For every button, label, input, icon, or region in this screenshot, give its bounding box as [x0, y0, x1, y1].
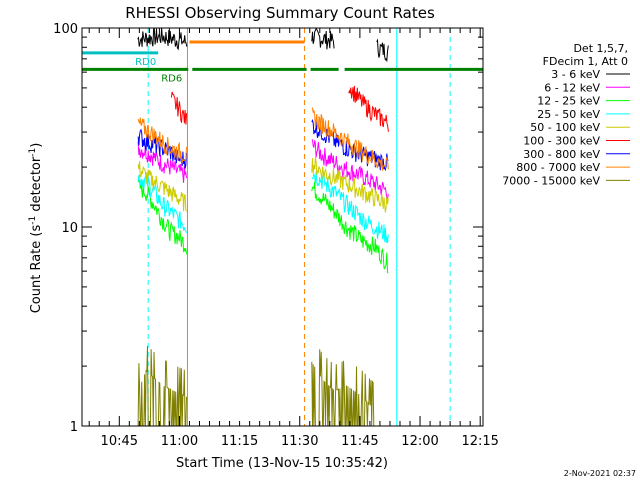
legend-label: 12 - 25 keV — [537, 95, 600, 108]
series-line — [311, 27, 335, 50]
series-line — [137, 141, 187, 183]
y-axis-label: Count Rate (s-1 detector-1) — [28, 143, 44, 314]
series-line — [137, 117, 187, 164]
chart-title: RHESSI Observing Summary Count Rates — [125, 4, 435, 22]
axes: 1 10 100 10:45 11:00 11:15 11:30 11:45 12:00 12:1… — [53, 22, 499, 449]
y-tick-label: 10 — [61, 221, 78, 236]
series-line — [311, 157, 389, 213]
series-line — [137, 178, 187, 255]
series-line — [137, 161, 187, 212]
x-tick-label: 11:45 — [341, 434, 378, 449]
legend-header-line: Det 1,5,7, — [573, 42, 628, 55]
y-tick-label: 100 — [53, 22, 78, 37]
legend-label: 3 - 6 keV — [551, 68, 600, 81]
series-line — [311, 107, 389, 171]
plot-area: RD0 RD6 — [81, 27, 483, 427]
y-axis-label-part: ) — [29, 143, 44, 148]
legend-label: 100 - 300 keV — [523, 135, 600, 148]
x-axis-label: Start Time (13-Nov-15 10:35:42) — [176, 456, 388, 471]
x-tick-label: 11:30 — [281, 434, 318, 449]
series-line — [311, 171, 389, 244]
series-line — [311, 139, 389, 201]
state-bar-label: RD6 — [161, 73, 182, 84]
y-axis-label-part: detector — [29, 156, 44, 216]
series-line — [348, 85, 389, 132]
series-line — [311, 181, 389, 274]
legend-label: 300 - 800 keV — [523, 148, 600, 161]
state-bar-label: RD0 — [135, 57, 156, 68]
series-line — [170, 91, 188, 125]
series-line — [137, 128, 187, 169]
legend-label: 800 - 7000 keV — [516, 161, 600, 174]
x-tick-label: 11:00 — [161, 434, 198, 449]
legend-label: 6 - 12 keV — [544, 81, 600, 94]
legend-label: 25 - 50 keV — [537, 108, 600, 121]
series-line — [137, 27, 188, 51]
footer-timestamp: 2-Nov-2021 02:37 — [564, 469, 636, 478]
series-line — [376, 38, 389, 63]
y-axis-label-sup: -1 — [28, 148, 38, 157]
y-tick-label: 1 — [70, 420, 78, 435]
x-tick-label: 12:00 — [401, 434, 438, 449]
x-tick-label: 11:15 — [221, 434, 258, 449]
legend-label: 7000 - 15000 keV — [502, 174, 600, 187]
legend-label: 50 - 100 keV — [530, 121, 600, 134]
legend-header-line: FDecim 1, Att 0 — [543, 55, 628, 68]
y-axis-label-sup: -1 — [28, 216, 38, 225]
x-tick-label: 12:15 — [461, 434, 498, 449]
y-axis-label-part: Count Rate (s — [29, 225, 44, 314]
x-tick-label: 10:45 — [101, 434, 138, 449]
